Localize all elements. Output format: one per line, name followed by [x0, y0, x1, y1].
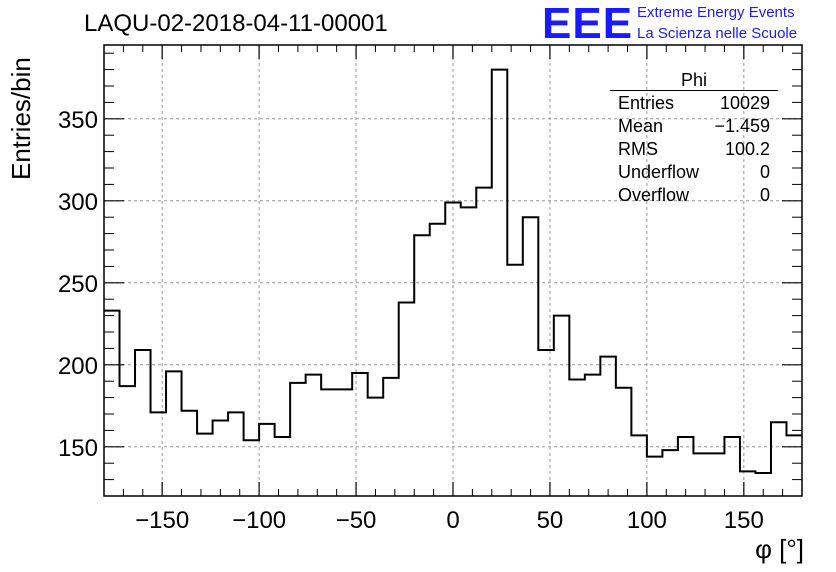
y-tick-label: 350 [58, 107, 98, 134]
stats-value: 10029 [719, 93, 770, 113]
chart-title: LAQU-02-2018-04-11-00001 [84, 10, 388, 37]
y-tick-label: 150 [58, 435, 98, 462]
y-tick-label: 250 [58, 271, 98, 298]
stats-label: Mean [618, 116, 664, 136]
stats-row-overflow: Overflow 0 [610, 183, 778, 206]
stats-value: −1.459 [714, 116, 770, 136]
grid-lines [104, 45, 802, 496]
stats-value: 0 [759, 162, 770, 182]
stats-label: Underflow [618, 162, 700, 182]
histogram-line [104, 68, 802, 475]
stats-value: 0 [759, 185, 770, 205]
x-tick-label: 100 [627, 507, 667, 534]
logo-line-1: Extreme Energy Events [637, 4, 795, 21]
eee-logo: EEE [542, 0, 634, 48]
x-tick-label: −100 [232, 507, 286, 534]
logo-line-2: La Scienza nelle Scuole [637, 25, 798, 42]
stats-row-entries: Entries 10029 [610, 91, 778, 114]
x-axis-label: φ [°] [755, 534, 804, 564]
x-tick-label: 0 [446, 507, 459, 534]
stats-title: Phi [610, 70, 778, 91]
y-tick-labels: 150 200 250 300 350 [58, 107, 98, 462]
stats-row-mean: Mean −1.459 [610, 114, 778, 137]
stats-value: 100.2 [724, 139, 770, 159]
y-axis-label: Entries/bin [6, 57, 36, 180]
stats-box: Phi Entries 10029 Mean −1.459 RMS 100.2 … [610, 70, 778, 206]
y-tick-label: 300 [58, 189, 98, 216]
stats-label: Overflow [618, 185, 690, 205]
stats-row-rms: RMS 100.2 [610, 137, 778, 160]
x-tick-label: 150 [724, 507, 764, 534]
y-tick-label: 200 [58, 353, 98, 380]
stats-row-underflow: Underflow 0 [610, 160, 778, 183]
axis-ticks [103, 45, 803, 496]
stats-label: Entries [618, 93, 675, 113]
x-tick-labels: −150 −100 −50 0 50 100 150 [135, 507, 764, 534]
x-tick-label: −50 [336, 507, 377, 534]
stats-label: RMS [618, 139, 658, 159]
x-tick-label: 50 [537, 507, 564, 534]
x-tick-label: −150 [135, 507, 189, 534]
